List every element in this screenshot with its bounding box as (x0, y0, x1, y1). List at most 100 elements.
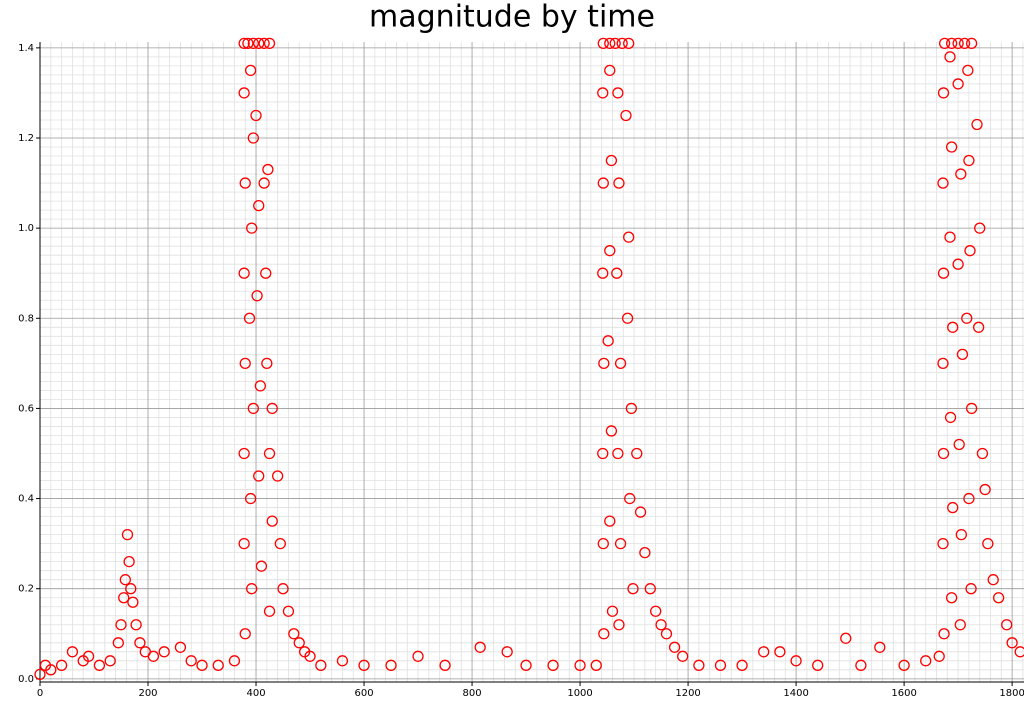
point (933, 650, 945, 662)
point (974, 222, 986, 234)
point (937, 87, 950, 99)
point (874, 641, 886, 653)
point (612, 447, 624, 460)
point (606, 605, 619, 617)
point (118, 592, 130, 604)
point (962, 64, 974, 77)
point (246, 222, 258, 234)
point (293, 637, 305, 649)
point (650, 605, 662, 617)
point (605, 154, 618, 167)
point (258, 177, 270, 189)
y-tick-label: 1.2 (18, 133, 34, 144)
point (945, 37, 958, 50)
point (253, 470, 265, 482)
point (613, 619, 625, 631)
point (604, 245, 616, 257)
point (315, 659, 327, 671)
point (125, 583, 137, 595)
point (271, 470, 284, 482)
point (955, 528, 968, 541)
point (660, 628, 673, 640)
x-tick-label: 400 (246, 688, 265, 699)
y-tick-label: 0.2 (18, 584, 34, 595)
point (604, 37, 616, 50)
point (597, 447, 609, 460)
point (174, 641, 187, 653)
point (947, 321, 959, 333)
point (644, 583, 656, 595)
point (239, 628, 251, 640)
y-tick-label: 0.4 (18, 494, 34, 505)
point (987, 574, 999, 586)
x-tick-label: 600 (354, 688, 373, 699)
point (938, 37, 951, 50)
point (574, 659, 586, 671)
point (336, 655, 349, 667)
y-tick-label: 1.0 (18, 223, 34, 234)
point (627, 583, 639, 595)
point (937, 447, 950, 460)
point (945, 141, 958, 153)
x-tick-label: 1000 (567, 688, 592, 699)
point (474, 641, 486, 653)
point (34, 668, 46, 680)
point (609, 37, 621, 50)
point (520, 659, 532, 671)
point (598, 628, 610, 640)
point (953, 438, 965, 451)
point (238, 537, 250, 550)
point (972, 321, 985, 333)
point (247, 402, 259, 415)
point (185, 655, 197, 667)
point (242, 37, 254, 50)
point (920, 655, 932, 667)
point (244, 64, 257, 77)
point (501, 646, 513, 658)
point (246, 583, 258, 595)
point (82, 650, 95, 662)
point (937, 267, 950, 279)
point (134, 637, 146, 649)
point (992, 592, 1005, 604)
point (616, 37, 628, 50)
point (736, 659, 748, 671)
point (266, 402, 278, 415)
point (244, 492, 257, 505)
point (965, 583, 977, 595)
point (196, 659, 208, 671)
point (612, 87, 624, 99)
point (655, 619, 667, 631)
point (965, 37, 978, 50)
point (971, 118, 983, 131)
point (119, 574, 131, 586)
point (631, 447, 643, 460)
point (239, 357, 251, 370)
point (620, 109, 632, 122)
point (130, 619, 142, 631)
point (304, 650, 316, 662)
point (147, 650, 160, 662)
point (253, 199, 265, 212)
point (266, 515, 278, 527)
point (104, 655, 116, 667)
point (439, 659, 451, 671)
point (55, 659, 68, 671)
point (262, 163, 274, 176)
point (127, 596, 139, 608)
point (45, 664, 57, 676)
point (238, 37, 250, 50)
point (261, 357, 273, 370)
point (228, 655, 241, 667)
point (937, 357, 949, 370)
point (263, 605, 276, 617)
point (961, 312, 973, 324)
point (597, 87, 609, 99)
point (1006, 637, 1018, 649)
point (952, 258, 964, 270)
point (812, 659, 824, 671)
point (963, 154, 975, 167)
point (964, 245, 976, 257)
point (238, 267, 250, 279)
x-tick-label: 200 (138, 688, 157, 699)
